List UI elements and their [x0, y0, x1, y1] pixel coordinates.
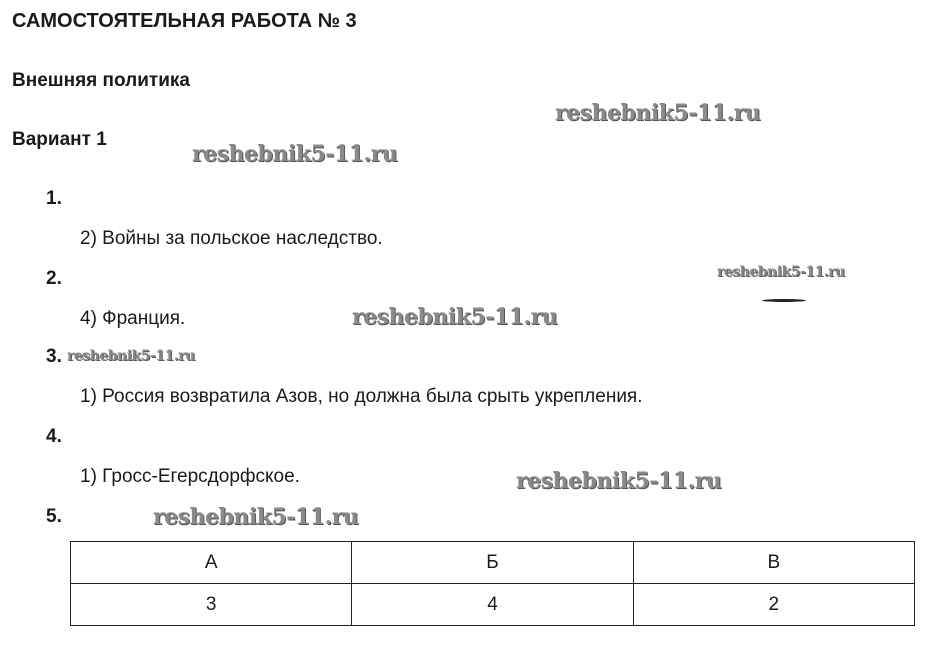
table-cell: 2	[632, 583, 916, 626]
watermark: reshebnik5-11.ru	[516, 468, 722, 494]
question-number: 5.	[46, 506, 62, 527]
table-cell: 4	[351, 583, 634, 626]
answer-text: 1) Россия возвратила Азов, но должна был…	[80, 386, 643, 407]
table-header-cell: В	[632, 541, 916, 584]
question-number: 2.	[46, 268, 62, 289]
watermark: reshebnik5-11.ru	[192, 141, 398, 167]
answer-text: 4) Франция.	[80, 308, 186, 329]
watermark: reshebnik5-11.ru	[717, 264, 845, 280]
table-cell: 3	[69, 583, 353, 626]
page-title: САМОСТОЯТЕЛЬНАЯ РАБОТА № 3	[12, 10, 357, 32]
table-row: А Б В	[69, 541, 916, 584]
decorative-dash	[762, 299, 806, 302]
watermark: reshebnik5-11.ru	[153, 504, 359, 530]
question-number: 3.	[46, 346, 62, 367]
answer-table: А Б В 3 4 2	[69, 541, 916, 626]
watermark: reshebnik5-11.ru	[555, 100, 761, 126]
table-row: 3 4 2	[69, 583, 916, 626]
question-number: 4.	[46, 426, 62, 447]
topic-heading: Внешняя политика	[12, 70, 190, 91]
question-number: 1.	[46, 188, 62, 209]
answer-text: 2) Войны за польское наследство.	[80, 228, 383, 249]
watermark: reshebnik5-11.ru	[67, 348, 195, 364]
watermark: reshebnik5-11.ru	[352, 304, 558, 330]
table-header-cell: Б	[351, 541, 634, 584]
variant-heading: Вариант 1	[12, 129, 107, 150]
table-header-cell: А	[69, 541, 353, 584]
answer-text: 1) Гросс-Егерсдорфское.	[80, 466, 300, 487]
